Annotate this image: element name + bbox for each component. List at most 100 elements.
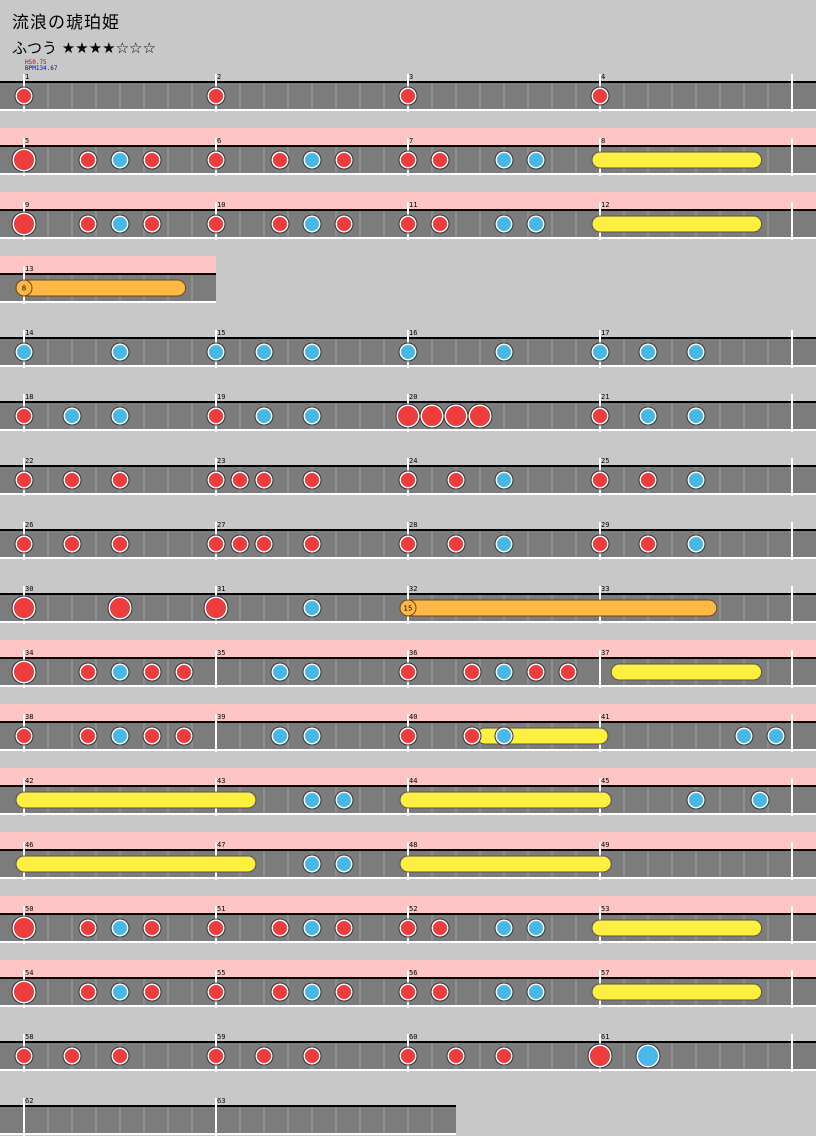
score-row: 58 59 60 61 [0, 1033, 816, 1072]
don-note [63, 471, 81, 489]
don-note [591, 535, 609, 553]
ka-note [495, 727, 513, 745]
note-outline [398, 214, 418, 234]
don-note [207, 87, 225, 105]
note-outline [638, 470, 658, 490]
measure-number: 37 [601, 649, 609, 657]
don-note [143, 215, 161, 233]
measure-number: 35 [217, 649, 225, 657]
don-note [207, 215, 225, 233]
note-outline [142, 214, 162, 234]
don-note [463, 727, 481, 745]
don-note [207, 983, 225, 1001]
don-note [495, 1047, 513, 1065]
don-note [15, 87, 33, 105]
measure-number: 43 [217, 777, 225, 785]
don-note [255, 535, 273, 553]
measure-number: 8 [601, 137, 605, 145]
note-outline [78, 150, 98, 170]
big-don-note [12, 148, 36, 172]
note-outline [11, 979, 37, 1005]
measure-number: 15 [217, 329, 225, 337]
measure-number: 57 [601, 969, 609, 977]
ka-note [303, 663, 321, 681]
note-outline [302, 662, 322, 682]
drumroll-note [591, 151, 763, 169]
don-note [111, 535, 129, 553]
note-outline [206, 150, 226, 170]
note-outline [110, 214, 130, 234]
don-note [143, 919, 161, 937]
don-note [175, 663, 193, 681]
measure-number: 10 [217, 201, 225, 209]
drumroll-note [15, 791, 257, 809]
note-outline [62, 406, 82, 426]
score-row: 62 63 [0, 1097, 456, 1136]
note-outline [494, 1046, 514, 1066]
measure-number: 58 [25, 1033, 33, 1041]
note-outline [254, 470, 274, 490]
note-outline [398, 662, 418, 682]
big-don-note [420, 404, 444, 428]
don-note [431, 983, 449, 1001]
measure-number: 56 [409, 969, 417, 977]
measure-number: 33 [601, 585, 609, 593]
ka-note [303, 599, 321, 617]
ka-note [303, 791, 321, 809]
don-note [79, 919, 97, 937]
note-outline [398, 342, 418, 362]
note-outline [142, 662, 162, 682]
note-outline [206, 406, 226, 426]
don-note [447, 1047, 465, 1065]
note-outline [206, 470, 226, 490]
ka-note [303, 407, 321, 425]
don-note [591, 407, 609, 425]
note-outline [230, 534, 250, 554]
note-outline [398, 470, 418, 490]
ka-note [687, 343, 705, 361]
note-outline [78, 214, 98, 234]
note-outline [638, 406, 658, 426]
measure-number: 28 [409, 521, 417, 529]
note-outline [174, 662, 194, 682]
balloon-note [399, 599, 718, 617]
measure-number: 29 [601, 521, 609, 529]
don-note [111, 1047, 129, 1065]
ka-note [111, 727, 129, 745]
don-note [399, 87, 417, 105]
note-outline [526, 918, 546, 938]
note-outline [494, 214, 514, 234]
don-note [143, 151, 161, 169]
don-note [399, 983, 417, 1001]
ka-note [255, 343, 273, 361]
ka-note [303, 727, 321, 745]
ka-note [335, 791, 353, 809]
note-outline [302, 406, 322, 426]
measure-number: 22 [25, 457, 33, 465]
note-outline [110, 342, 130, 362]
big-don-note [12, 596, 36, 620]
ka-note [271, 727, 289, 745]
note-outline [14, 1046, 34, 1066]
note-outline [467, 403, 493, 429]
don-note [399, 151, 417, 169]
don-note [63, 535, 81, 553]
note-outline [494, 982, 514, 1002]
note-outline [14, 86, 34, 106]
don-note [175, 727, 193, 745]
note-outline [110, 534, 130, 554]
measure-number: 14 [25, 329, 33, 337]
measure-number: 41 [601, 713, 609, 721]
don-note [63, 1047, 81, 1065]
note-outline [590, 406, 610, 426]
note-outline [302, 214, 322, 234]
gogo-band [0, 128, 816, 146]
measure-number: 26 [25, 521, 33, 529]
don-note [399, 1047, 417, 1065]
note-lane [0, 1106, 456, 1134]
don-note [335, 215, 353, 233]
note-outline [11, 595, 37, 621]
note-outline [62, 534, 82, 554]
note-outline [686, 342, 706, 362]
don-note [399, 215, 417, 233]
